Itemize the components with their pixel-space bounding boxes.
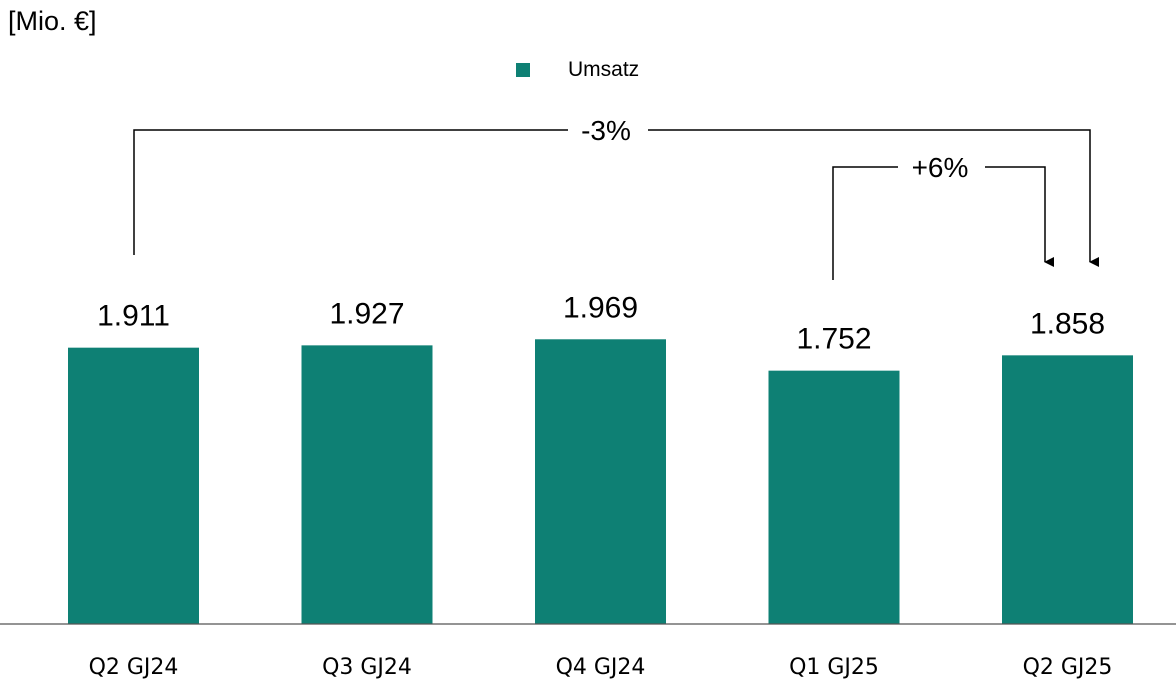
bars-layer: 1.911 Q2 GJ24 1.927 Q3 GJ24 1.969 Q4 GJ24 1.75… [68,291,1133,680]
data-label: 1.911 [97,300,170,333]
category-label: Q2 GJ24 [89,655,179,680]
data-label: 1.858 [1030,307,1105,340]
data-label: 1.969 [563,291,638,324]
legend-label-umsatz: Umsatz [568,58,640,81]
legend: Umsatz [516,58,639,82]
category-label: Q3 GJ24 [322,655,412,680]
bar-q4-gj24 [535,339,666,624]
unit-label: [Mio. €] [8,6,97,36]
category-label: Q1 GJ25 [789,655,879,680]
bar-q3-gj24 [301,345,433,624]
bar-q2-gj24 [68,347,199,624]
change-label: +6% [912,152,969,183]
category-label: Q2 GJ25 [1023,655,1113,680]
bar-q1-gj25 [768,370,900,624]
bracket-line [133,129,1090,262]
change-annotation: -3% [133,115,1090,262]
legend-swatch-umsatz [516,63,530,77]
category-label: Q4 GJ24 [556,655,646,680]
change-label: -3% [581,115,631,146]
bracket-line [832,166,1045,280]
bar-q2-gj25 [1002,355,1133,624]
data-label: 1.752 [796,323,871,356]
annotation-layer: -3% +6% [133,115,1090,280]
change-annotation: +6% [832,152,1045,280]
data-label: 1.927 [329,297,404,330]
